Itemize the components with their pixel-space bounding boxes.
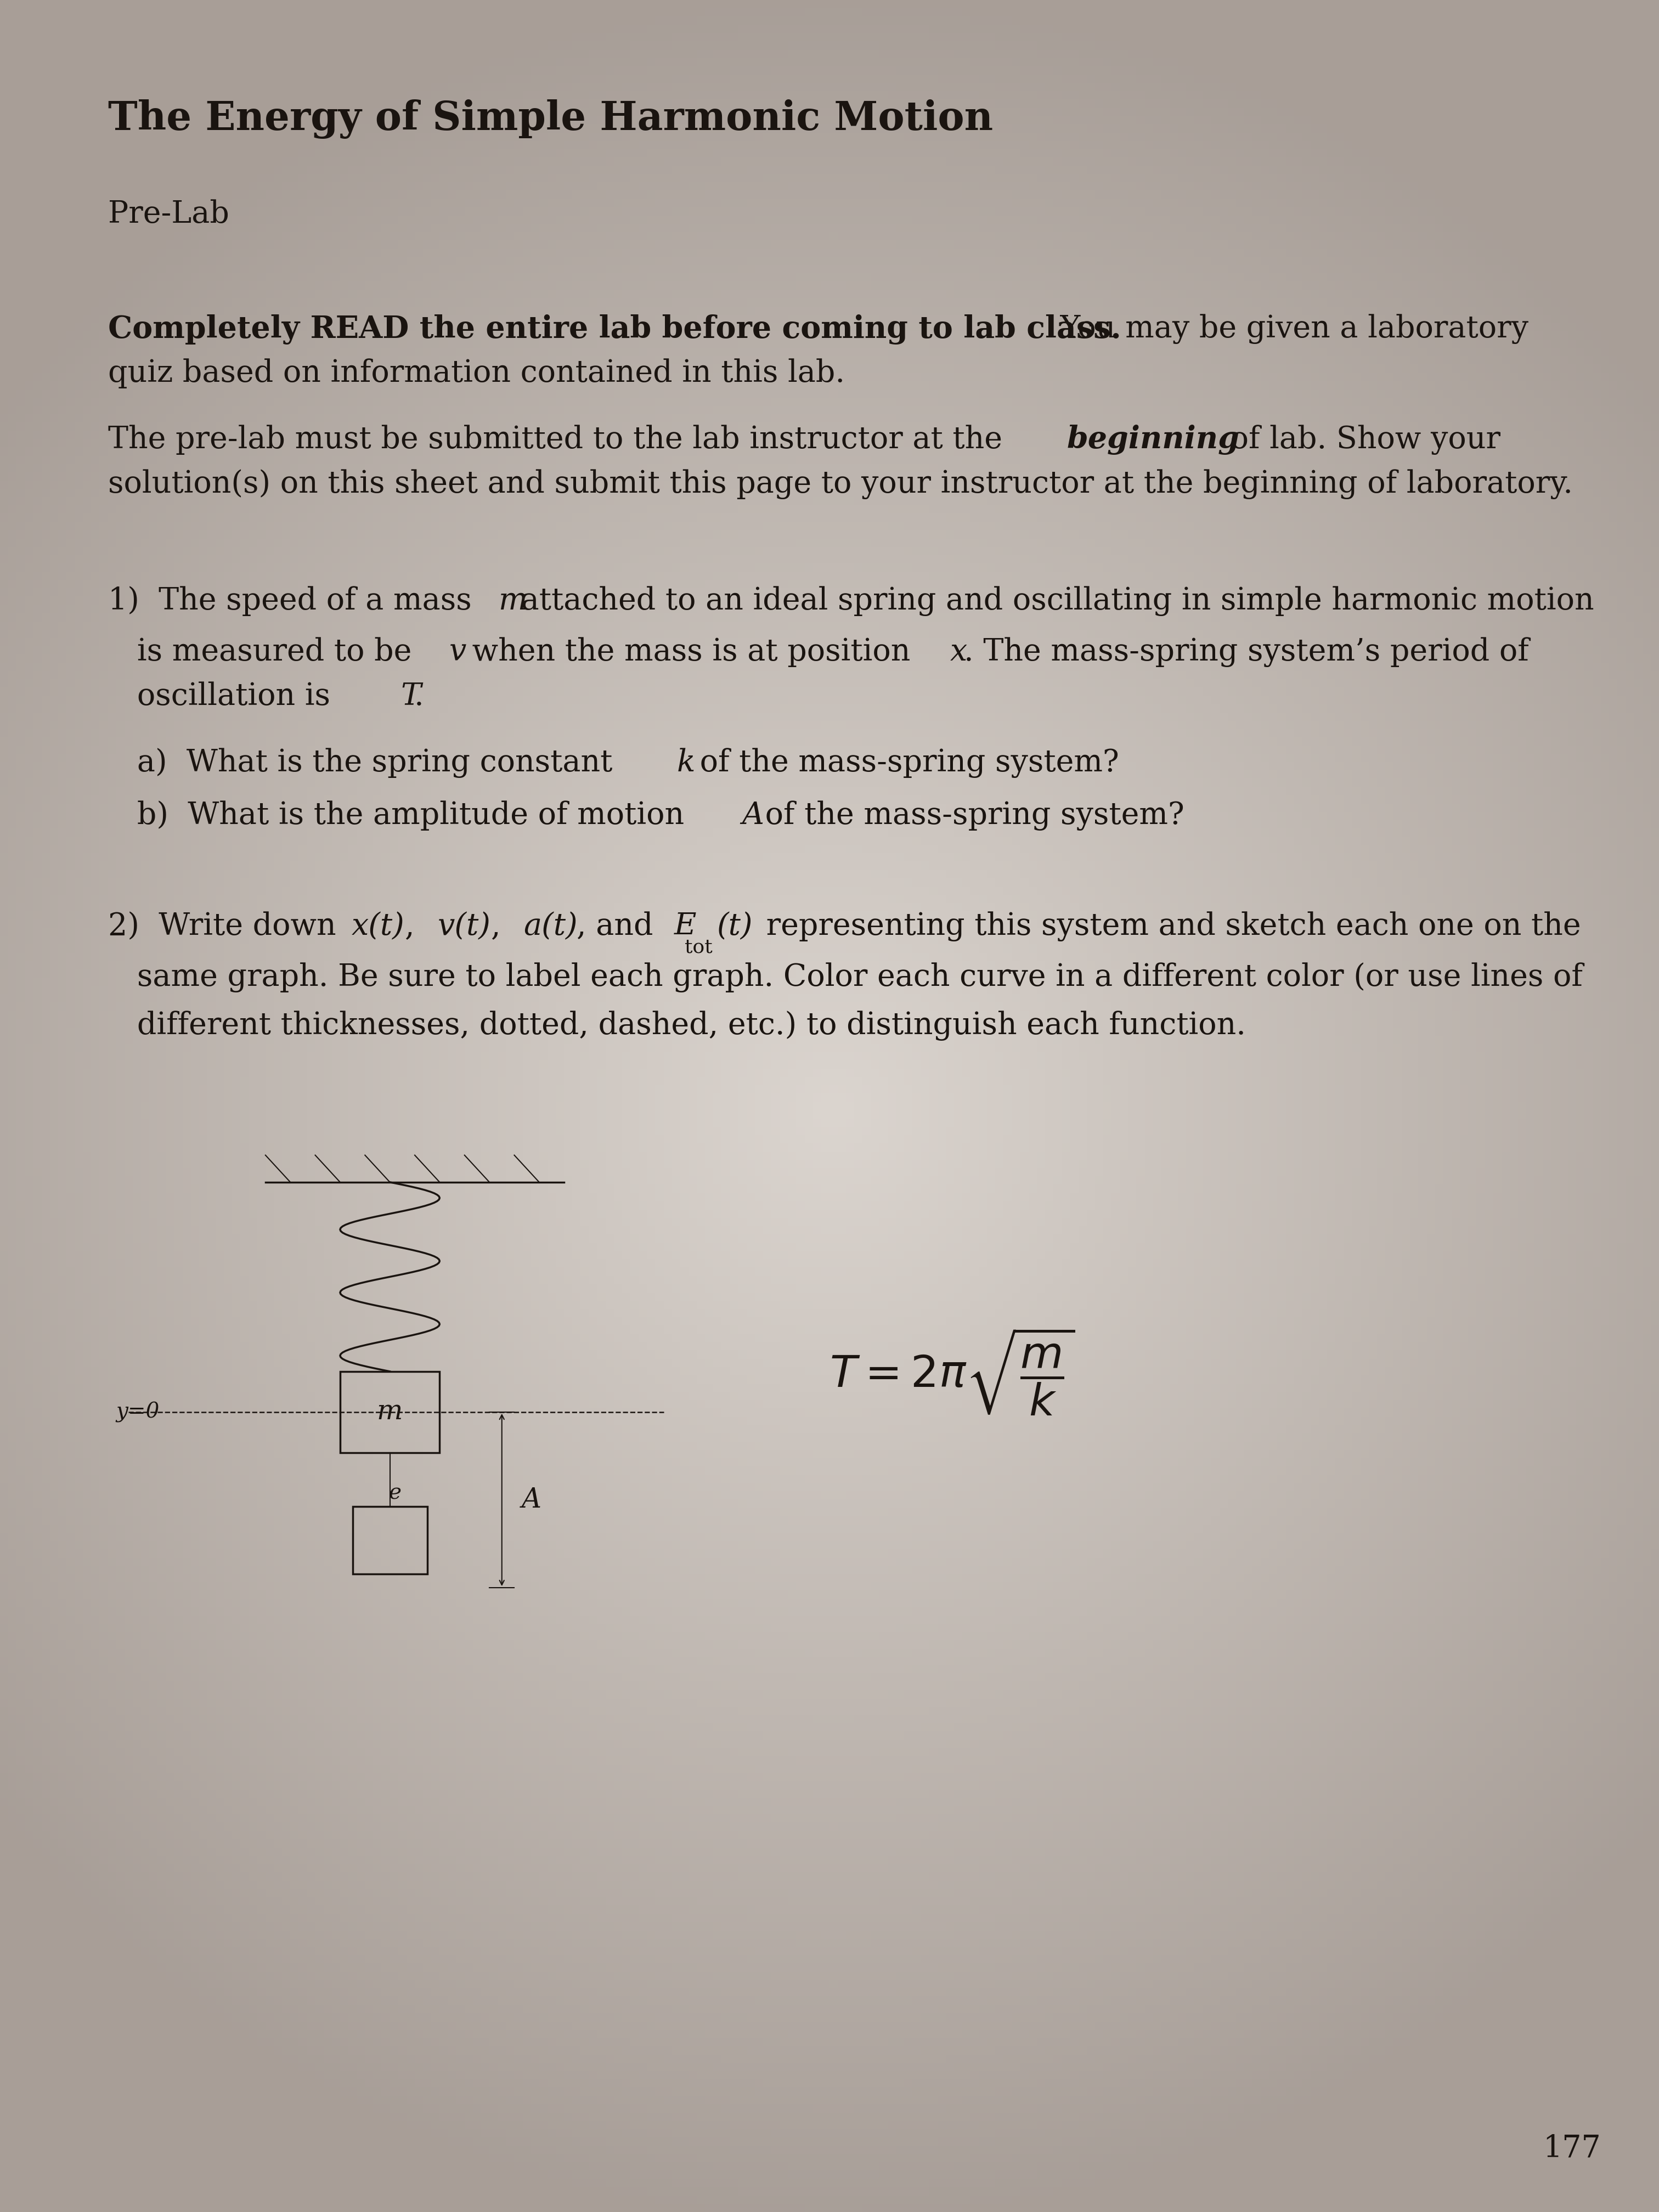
Text: You may be given a laboratory: You may be given a laboratory bbox=[1050, 314, 1528, 345]
Text: b)  What is the amplitude of motion: b) What is the amplitude of motion bbox=[108, 801, 693, 832]
Bar bbox=[352, 1506, 426, 1575]
Text: m: m bbox=[498, 586, 528, 617]
Text: x(t): x(t) bbox=[352, 911, 405, 942]
Text: tot: tot bbox=[685, 938, 713, 956]
Text: v: v bbox=[450, 637, 466, 668]
Text: same graph. Be sure to label each graph. Color each curve in a different color (: same graph. Be sure to label each graph.… bbox=[108, 962, 1583, 993]
Text: of the mass-spring system?: of the mass-spring system? bbox=[690, 748, 1120, 779]
Text: A: A bbox=[742, 801, 763, 832]
Text: Pre-Lab: Pre-Lab bbox=[108, 199, 229, 230]
Text: Completely READ the entire lab before coming to lab class.: Completely READ the entire lab before co… bbox=[108, 314, 1121, 345]
Text: 1)  The speed of a mass: 1) The speed of a mass bbox=[108, 586, 481, 617]
Text: a)  What is the spring constant: a) What is the spring constant bbox=[108, 748, 622, 779]
Text: representing this system and sketch each one on the: representing this system and sketch each… bbox=[757, 911, 1581, 942]
Text: quiz based on information contained in this lab.: quiz based on information contained in t… bbox=[108, 358, 844, 389]
Text: solution(s) on this sheet and submit this page to your instructor at the beginni: solution(s) on this sheet and submit thi… bbox=[108, 469, 1573, 500]
Text: oscillation is: oscillation is bbox=[108, 681, 340, 712]
Text: v(t): v(t) bbox=[438, 911, 491, 942]
Text: T: T bbox=[400, 681, 421, 712]
Text: E: E bbox=[674, 911, 697, 942]
Text: a(t): a(t) bbox=[523, 911, 577, 942]
Text: , and: , and bbox=[577, 911, 664, 942]
Text: of the mass-spring system?: of the mass-spring system? bbox=[755, 801, 1185, 832]
Text: 177: 177 bbox=[1543, 2132, 1601, 2163]
Bar bbox=[340, 1371, 440, 1453]
Text: (t): (t) bbox=[717, 911, 753, 942]
Text: $T = 2\pi\sqrt{\dfrac{m}{k}}$: $T = 2\pi\sqrt{\dfrac{m}{k}}$ bbox=[830, 1325, 1075, 1418]
Text: is measured to be: is measured to be bbox=[108, 637, 421, 668]
Text: The Energy of Simple Harmonic Motion: The Energy of Simple Harmonic Motion bbox=[108, 100, 992, 139]
Text: different thicknesses, dotted, dashed, etc.) to distinguish each function.: different thicknesses, dotted, dashed, e… bbox=[108, 1011, 1246, 1042]
Text: 2)  Write down: 2) Write down bbox=[108, 911, 345, 942]
Text: .: . bbox=[413, 681, 423, 712]
Text: ,: , bbox=[405, 911, 425, 942]
Text: beginning: beginning bbox=[1067, 425, 1239, 456]
Text: y=0: y=0 bbox=[116, 1402, 159, 1422]
Text: k: k bbox=[677, 748, 695, 779]
Text: m: m bbox=[377, 1398, 403, 1425]
Text: ,: , bbox=[491, 911, 511, 942]
Text: attached to an ideal spring and oscillating in simple harmonic motion: attached to an ideal spring and oscillat… bbox=[511, 586, 1594, 617]
Text: The pre-lab must be submitted to the lab instructor at the: The pre-lab must be submitted to the lab… bbox=[108, 425, 1012, 456]
Text: of lab. Show your: of lab. Show your bbox=[1221, 425, 1500, 456]
Text: . The mass-spring system’s period of: . The mass-spring system’s period of bbox=[964, 637, 1528, 668]
Text: x: x bbox=[951, 637, 967, 668]
Text: e: e bbox=[388, 1482, 401, 1504]
Text: when the mass is at position: when the mass is at position bbox=[463, 637, 921, 668]
Text: A: A bbox=[521, 1486, 541, 1513]
